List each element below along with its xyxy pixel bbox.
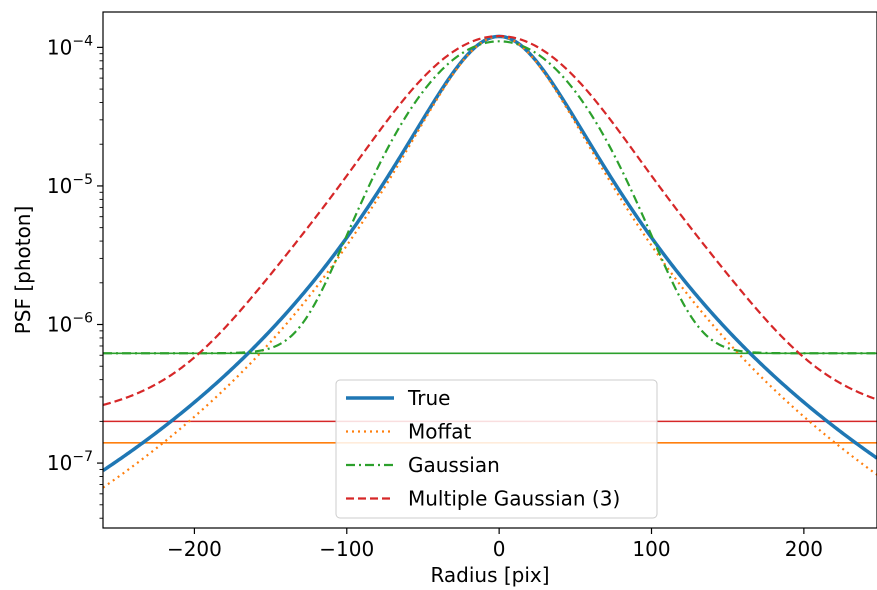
legend: True Moffat Gaussian Multiple Gaussian (3)	[335, 379, 658, 519]
plot-frame	[102, 11, 877, 529]
legend-label: Multiple Gaussian (3)	[408, 487, 620, 511]
x-tick-label: 200	[785, 537, 823, 561]
x-tick-label: 0	[493, 537, 506, 561]
x-tick-label: 100	[632, 537, 670, 561]
legend-label: True	[407, 386, 450, 410]
series-line-multiple-gaussian-3	[103, 34, 877, 407]
y-axis-label: PSF [photon]	[11, 206, 35, 335]
series-line-gaussian	[103, 40, 877, 355]
y-tick-label: 10−6	[47, 311, 93, 337]
legend-label: Gaussian	[408, 453, 500, 477]
legend-box	[335, 379, 658, 519]
x-tick-label: −200	[167, 537, 222, 561]
y-tick-label: 10−4	[47, 33, 93, 59]
y-tick-label: 10−7	[47, 449, 93, 475]
x-axis: −200 −100 0 100 200	[167, 528, 823, 561]
y-tick-label: 10−5	[47, 172, 93, 198]
y-axis: 10−7 10−6 10−5 10−4	[47, 33, 103, 519]
series-lines	[103, 34, 877, 489]
x-axis-label: Radius [pix]	[430, 563, 549, 587]
legend-label: Moffat	[408, 420, 472, 444]
x-tick-label: −100	[319, 537, 374, 561]
